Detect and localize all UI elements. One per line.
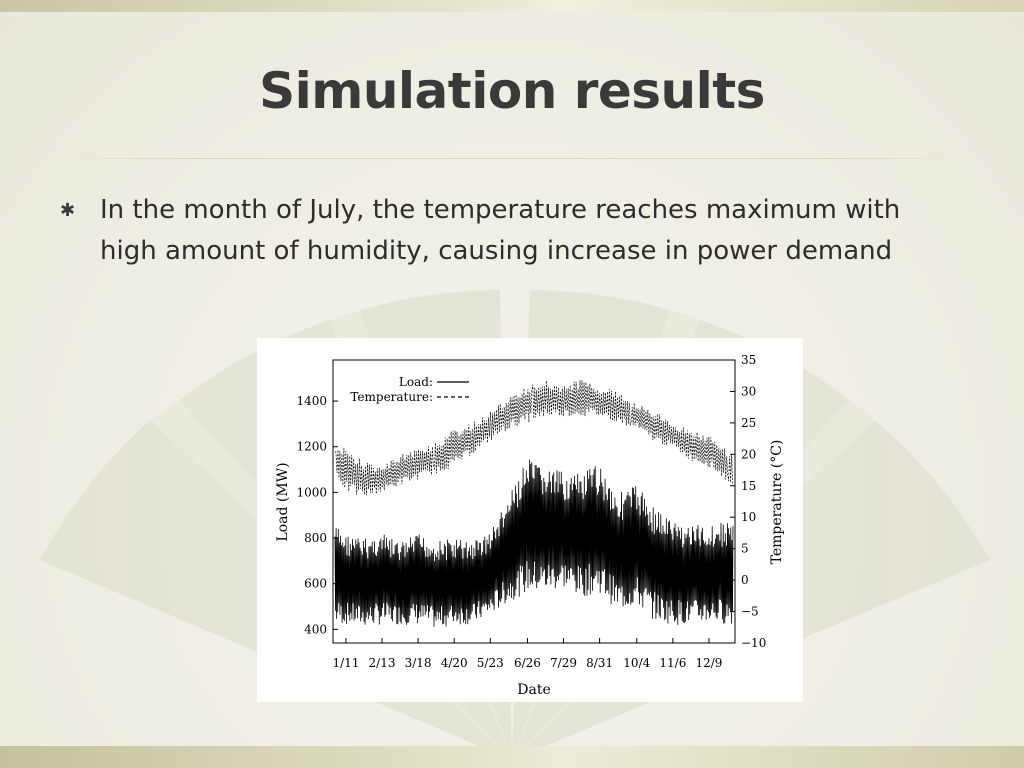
y2-tick-label: 0 — [741, 573, 749, 587]
x-axis-label: Date — [517, 682, 550, 698]
x-tick-label: 7/29 — [550, 656, 577, 670]
y2-tick-label: −10 — [741, 636, 766, 650]
legend-label-load: Load: — [399, 375, 433, 389]
plot-frame — [332, 359, 736, 644]
x-tick-label: 3/18 — [405, 656, 432, 670]
x-tick-label: 10/4 — [623, 656, 650, 670]
x-tick-label: 8/31 — [586, 656, 613, 670]
series-line-load — [334, 459, 734, 627]
y2-tick-label: 35 — [741, 353, 756, 367]
y-tick-label: 1200 — [296, 440, 327, 454]
y-tick-label: 1000 — [296, 485, 327, 499]
y2-tick-label: 10 — [741, 510, 756, 524]
y2-tick-label: 5 — [741, 542, 749, 556]
x-tick-label: 6/26 — [514, 656, 541, 670]
slide-title: Simulation results — [259, 62, 765, 120]
y-tick-label: 800 — [304, 531, 327, 545]
x-tick-label: 12/9 — [695, 656, 722, 670]
x-tick-label: 11/6 — [659, 656, 686, 670]
x-tick-label: 5/23 — [477, 656, 504, 670]
x-tick-label: 4/20 — [441, 656, 468, 670]
plot-layer — [334, 380, 734, 627]
y-tick-label: 1400 — [296, 394, 327, 408]
title-divider — [50, 158, 974, 159]
y-tick-label: 600 — [304, 577, 327, 591]
y2-tick-label: 20 — [741, 447, 756, 461]
y2-tick-label: 15 — [741, 479, 756, 493]
asterisk-bullet-icon: ✱ — [60, 200, 76, 221]
bottom-decorative-band — [0, 746, 1024, 768]
y2-tick-label: −5 — [741, 605, 759, 619]
axis-layer: 400 600 800 1000 1200 1400 −10 −5 0 5 10 15 20 25 30 35… — [296, 353, 766, 670]
top-decorative-band — [0, 0, 1024, 12]
series-line-temperature — [334, 380, 733, 496]
y-axis-label: Load (MW) — [275, 462, 291, 541]
y-tick-label: 400 — [304, 622, 327, 636]
x-tick-label: 2/13 — [369, 656, 396, 670]
chart-svg: 400 600 800 1000 1200 1400 −10 −5 0 5 10 15 20 25 30 35… — [275, 353, 785, 698]
y2-axis-label: Temperature (°C) — [769, 440, 785, 565]
legend: Load: Temperature: — [350, 375, 469, 404]
y2-tick-label: 30 — [741, 384, 756, 398]
legend-label-temperature: Temperature: — [350, 390, 433, 404]
x-tick-label: 1/11 — [332, 656, 359, 670]
load-temperature-chart: 400 600 800 1000 1200 1400 −10 −5 0 5 10 15 20 25 30 35… — [257, 338, 803, 702]
y2-tick-label: 25 — [741, 416, 756, 430]
bullet-text: In the month of July, the temperature re… — [100, 195, 901, 266]
